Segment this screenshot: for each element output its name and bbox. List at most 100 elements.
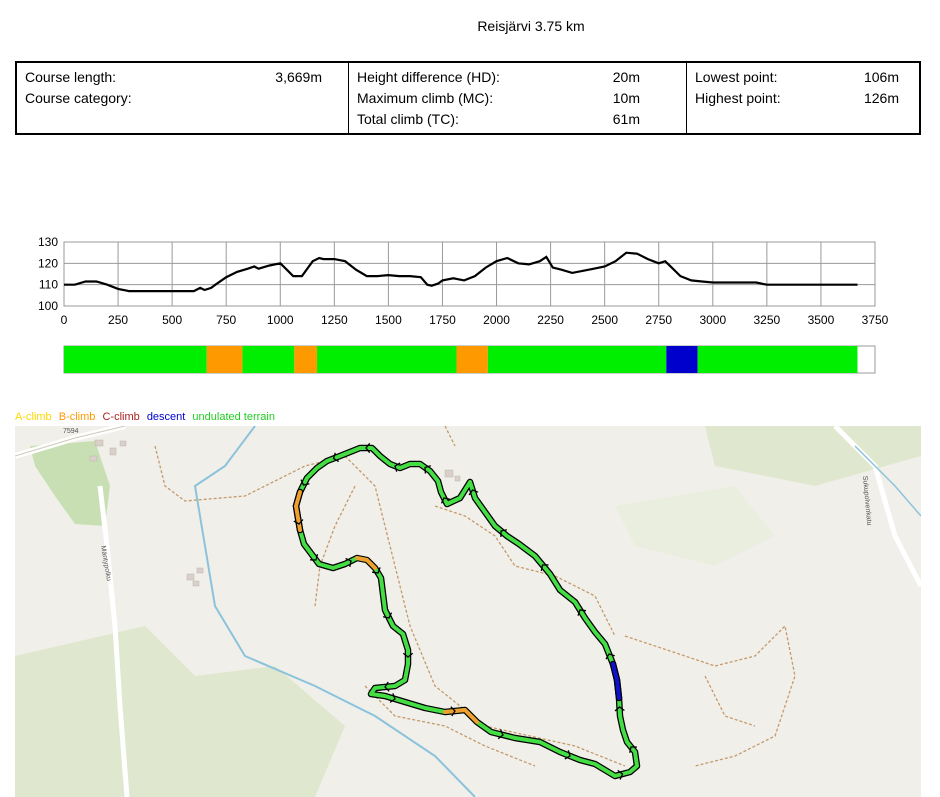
legend-c-climb: C-climb: [102, 411, 140, 423]
stat-label: Maximum climb (MC):: [357, 90, 494, 106]
map-canvas: 7594 Mäntypolku Sukupolvenkatu: [15, 426, 921, 797]
x-tick-label: 2250: [537, 313, 564, 327]
direction-arrow: [300, 479, 310, 486]
x-tick-label: 0: [61, 313, 68, 327]
route-b-climb-section: [355, 556, 377, 570]
route-b-climb-section: [443, 708, 479, 724]
stat-value: 20m: [612, 69, 640, 85]
category-segment: [294, 346, 318, 373]
direction-arrow: [577, 609, 587, 616]
x-tick-label: 3750: [862, 313, 889, 327]
elevation-line: [64, 251, 858, 293]
road-label: Sukupolvenkatu: [861, 476, 872, 526]
x-tick-label: 1750: [429, 313, 456, 327]
x-tick-label: 3500: [808, 313, 835, 327]
buildings: [89, 439, 461, 587]
direction-arrow: [450, 706, 456, 717]
category-segment: [317, 346, 457, 373]
elevation-chart: 0 250 500 750 1000 1250 1500 1750 2000 2250 2500 27…: [38, 235, 889, 374]
legend-a-climb: A-climb: [15, 411, 52, 423]
direction-arrow: [402, 652, 414, 658]
direction-arrow: [345, 557, 352, 568]
x-tick-label: 500: [162, 313, 182, 327]
stat-label: Lowest point:: [695, 69, 778, 85]
forest-area: [705, 426, 921, 486]
road: [97, 485, 130, 797]
category-segment: [242, 346, 295, 373]
stat-row: Highest point: 126m: [695, 88, 911, 109]
stat-value: 106m: [863, 69, 899, 85]
direction-arrow: [629, 746, 637, 753]
stat-row: Course length: 3,669m: [25, 67, 340, 88]
direction-arrow: [540, 564, 549, 572]
direction-arrow: [384, 681, 390, 692]
stat-label: Course category:: [25, 90, 132, 106]
x-tick-label: 2500: [591, 313, 618, 327]
stat-value: 126m: [863, 90, 899, 106]
direction-arrow: [365, 442, 371, 454]
direction-arrow: [497, 729, 504, 740]
legend-undulated: undulated terrain: [192, 411, 275, 423]
forest-area: [15, 626, 345, 797]
x-tick-label: 250: [108, 313, 128, 327]
category-segment: [666, 346, 698, 373]
stat-row: Height difference (HD): 20m: [357, 67, 678, 88]
direction-arrow: [424, 465, 431, 474]
direction-arrow: [468, 489, 479, 496]
legend-descent: descent: [146, 411, 186, 423]
direction-arrow: [605, 653, 615, 660]
stats-column-3: Lowest point: 106m Highest point: 126m: [686, 63, 919, 133]
direction-arrow: [293, 519, 304, 525]
y-tick-label: 110: [39, 278, 58, 292]
direction-arrow: [394, 462, 401, 472]
course-route[interactable]: [292, 442, 641, 780]
direction-arrow: [389, 693, 396, 703]
stat-row: Lowest point: 106m: [695, 67, 911, 88]
forest-area: [615, 486, 775, 566]
y-tick-label: 100: [38, 299, 58, 313]
y-tick-label: 130: [38, 235, 58, 249]
category-segment: [206, 346, 243, 373]
route-outline: [292, 444, 641, 780]
climb-legend: A-climb B-climb C-climb descent undulate…: [15, 411, 279, 423]
stat-value: 10m: [612, 90, 640, 106]
stat-row: Total climb (TC): 61m: [357, 109, 678, 130]
stat-value: 3,669m: [275, 69, 322, 85]
route-descent-section: [611, 662, 621, 700]
course-map[interactable]: 7594 Mäntypolku Sukupolvenkatu: [15, 426, 921, 797]
stat-row: Course category:: [25, 88, 340, 109]
x-tick-label: 1250: [321, 313, 348, 327]
road: [15, 426, 126, 457]
x-tick-label: 3250: [754, 313, 781, 327]
stats-column-2: Height difference (HD): 20m Maximum clim…: [348, 63, 686, 133]
direction-arrow: [372, 567, 381, 574]
x-tick-label: 750: [216, 313, 236, 327]
x-tick-label: 2000: [483, 313, 510, 327]
x-tick-label: 3000: [699, 313, 726, 327]
x-tick-label: 1500: [375, 313, 402, 327]
stat-row: Maximum climb (MC): 10m: [357, 88, 678, 109]
category-segment: [487, 346, 667, 373]
direction-arrow: [614, 706, 625, 712]
direction-arrow: [382, 612, 393, 619]
stats-column-1: Course length: 3,669m Course category:: [17, 63, 348, 133]
stream: [854, 445, 921, 517]
stat-value: 61m: [612, 111, 640, 127]
x-tick-label: 2750: [645, 313, 672, 327]
category-segment: [697, 346, 858, 373]
legend-b-climb: B-climb: [58, 411, 96, 423]
x-tick-label: 1000: [267, 313, 294, 327]
direction-arrow: [332, 452, 340, 463]
stat-label: Highest point:: [695, 90, 781, 106]
y-tick-label: 120: [38, 256, 58, 270]
road-label: 7594: [63, 428, 79, 435]
category-segment: [64, 346, 207, 373]
category-segment: [456, 346, 488, 373]
direction-arrow: [500, 529, 508, 538]
direction-arrow: [440, 497, 451, 504]
footpaths: [154, 426, 796, 767]
plot-area: [63, 241, 876, 307]
stat-label: Course length:: [25, 69, 117, 85]
direction-arrow: [617, 769, 624, 780]
direction-arrow: [309, 554, 319, 561]
